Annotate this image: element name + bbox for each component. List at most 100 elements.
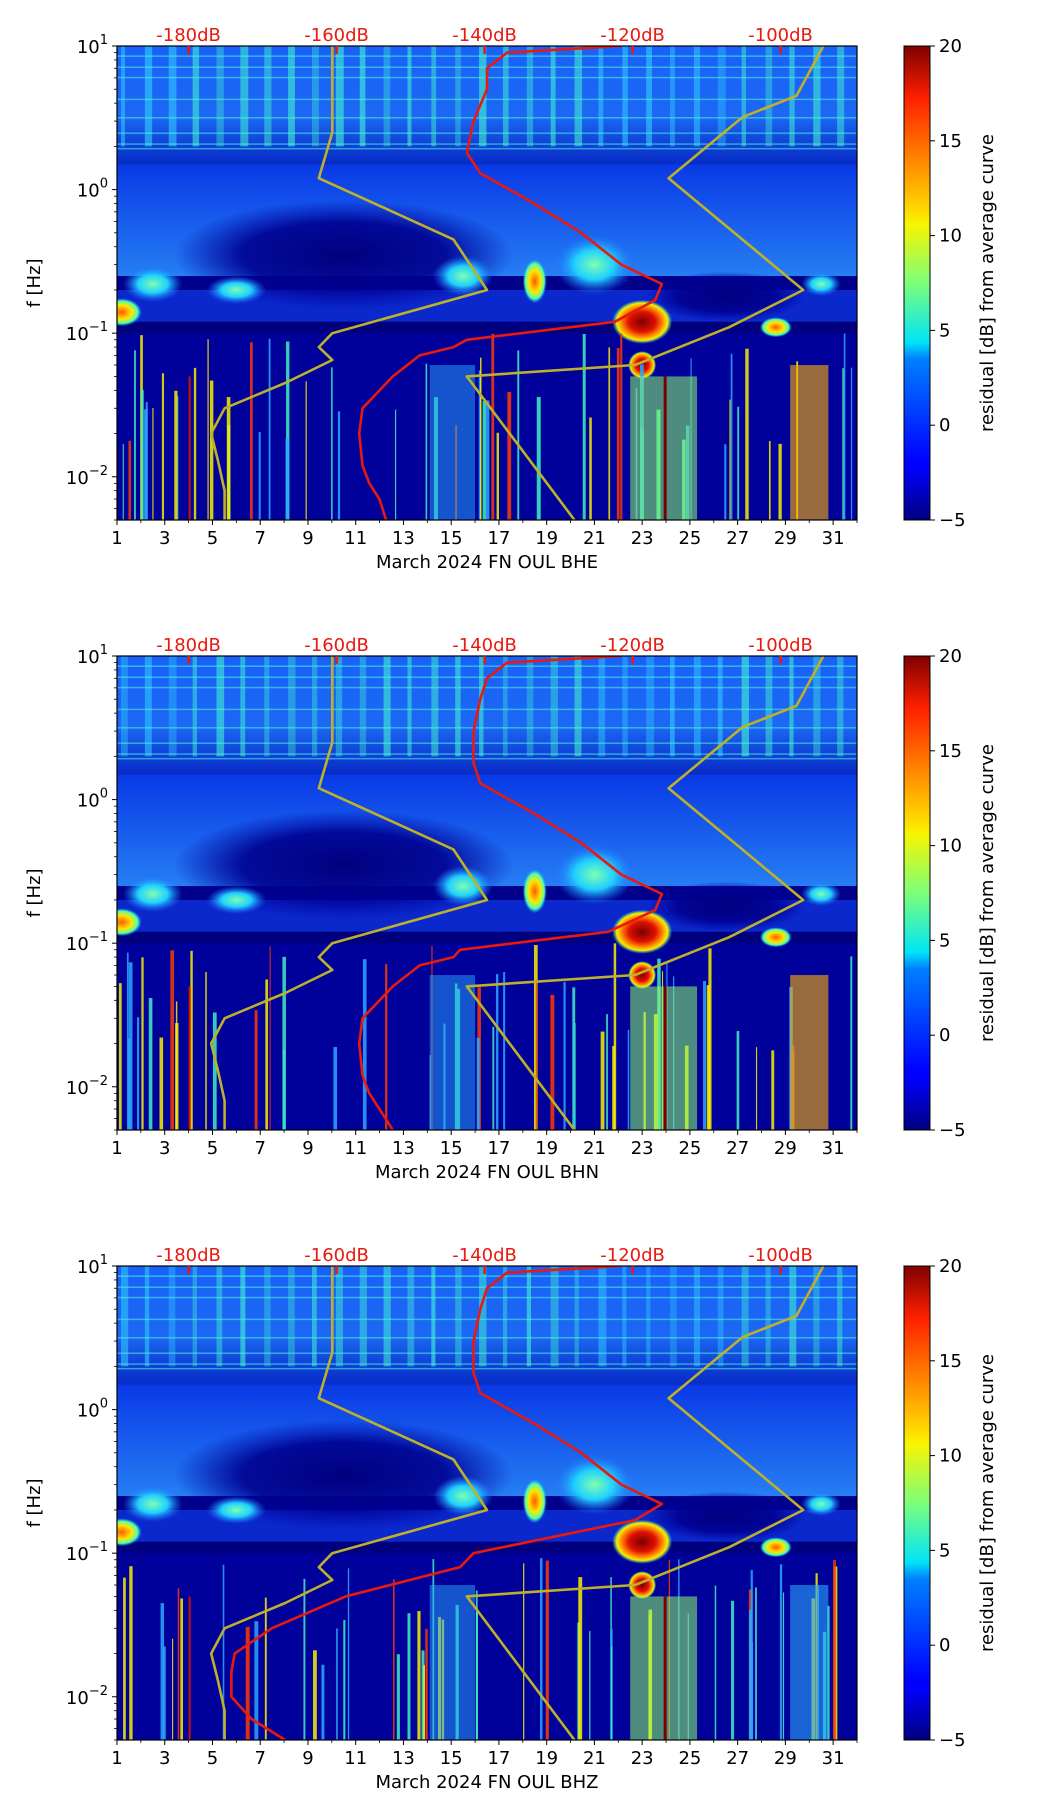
x-tick-label: 21: [583, 528, 606, 549]
y-tick-label: 100: [77, 787, 108, 812]
nlnm-curve: [209, 656, 489, 1130]
plot-frame: [116, 655, 858, 1131]
colorbar-tick-label: 0: [939, 1025, 950, 1046]
x-tick-label: 5: [207, 1138, 218, 1159]
db-axis-label: -100dB: [748, 1245, 813, 1266]
x-tick-label: 31: [822, 1138, 845, 1159]
x-axis-label: March 2024 FN OUL BHN: [375, 1162, 599, 1183]
x-tick-label: 7: [254, 528, 265, 549]
db-axis-label: -120dB: [600, 1245, 665, 1266]
x-tick-label: 11: [344, 1748, 367, 1769]
colorbar-tick-label: 0: [939, 1635, 950, 1656]
y-tick-label: 10−1: [66, 1540, 108, 1565]
x-tick-label: 17: [487, 1748, 510, 1769]
x-tick-label: 17: [487, 528, 510, 549]
colorbar-tick-label: 20: [939, 646, 962, 667]
nlnm-curve: [209, 1266, 489, 1740]
y-tick-label: 100: [77, 177, 108, 202]
y-axis-label: f [Hz]: [24, 258, 45, 307]
db-axis-label: -140dB: [452, 25, 517, 46]
y-tick-label: 10−2: [66, 1074, 108, 1099]
colorbar-tick-label: 15: [939, 131, 962, 152]
x-tick-label: 25: [678, 528, 701, 549]
y-tick-label: 10−2: [66, 464, 108, 489]
x-tick-label: 5: [207, 1748, 218, 1769]
colorbar-tick-label: 20: [939, 36, 962, 57]
colorbar: [903, 655, 931, 1131]
colorbar-tick-label: 10: [939, 836, 962, 857]
colorbar-tick-label: −5: [939, 1730, 966, 1751]
x-tick-label: 3: [159, 528, 170, 549]
x-tick-label: 31: [822, 528, 845, 549]
y-tick-label: 101: [77, 1253, 108, 1278]
colorbar-tick-label: 15: [939, 741, 962, 762]
plot-frame: [116, 45, 858, 521]
db-axis-label: -120dB: [600, 25, 665, 46]
nhnm-curve: [465, 656, 825, 1130]
y-tick-label: 101: [77, 33, 108, 58]
average-psd-curve: [357, 656, 664, 1130]
x-tick-label: 19: [535, 1138, 558, 1159]
colorbar-label: residual [dB] from average curve: [977, 134, 998, 432]
colorbar-tick-label: 15: [939, 1351, 962, 1372]
colorbar-label: residual [dB] from average curve: [977, 1354, 998, 1652]
x-tick-label: 19: [535, 1748, 558, 1769]
x-tick-label: 13: [392, 1138, 415, 1159]
db-axis-label: -140dB: [452, 635, 517, 656]
colorbar-tick-label: 10: [939, 1446, 962, 1467]
colorbar-label: residual [dB] from average curve: [977, 744, 998, 1042]
average-psd-curve: [230, 1266, 664, 1740]
x-tick-label: 9: [302, 1138, 313, 1159]
x-tick-label: 25: [678, 1138, 701, 1159]
x-tick-label: 19: [535, 528, 558, 549]
db-axis-label: -140dB: [452, 1245, 517, 1266]
y-tick-label: 10−1: [66, 320, 108, 345]
db-axis-label: -160dB: [304, 635, 369, 656]
x-tick-label: 25: [678, 1748, 701, 1769]
x-axis-label: March 2024 FN OUL BHE: [376, 552, 598, 573]
colorbar-tick-label: −5: [939, 1120, 966, 1141]
x-tick-label: 23: [631, 528, 654, 549]
x-tick-label: 29: [774, 528, 797, 549]
x-tick-label: 9: [302, 1748, 313, 1769]
db-axis-label: -160dB: [304, 25, 369, 46]
x-tick-label: 1: [111, 528, 122, 549]
y-axis-label: f [Hz]: [24, 868, 45, 917]
x-tick-label: 15: [440, 1138, 463, 1159]
x-tick-label: 31: [822, 1748, 845, 1769]
y-tick-label: 101: [77, 643, 108, 668]
colorbar-tick-label: 10: [939, 226, 962, 247]
x-tick-label: 23: [631, 1138, 654, 1159]
x-tick-label: 27: [726, 1748, 749, 1769]
x-tick-label: 15: [440, 1748, 463, 1769]
db-axis-label: -100dB: [748, 25, 813, 46]
db-axis-label: -120dB: [600, 635, 665, 656]
spectrogram-image: [117, 46, 857, 520]
nlnm-curve: [209, 46, 489, 520]
average-psd-curve: [357, 46, 664, 520]
x-tick-label: 9: [302, 528, 313, 549]
db-axis-label: -160dB: [304, 1245, 369, 1266]
colorbar-tick-label: 5: [939, 320, 950, 341]
y-tick-label: 100: [77, 1397, 108, 1422]
y-tick-label: 10−2: [66, 1684, 108, 1709]
db-axis-label: -100dB: [748, 635, 813, 656]
x-tick-label: 5: [207, 528, 218, 549]
x-tick-label: 7: [254, 1138, 265, 1159]
nhnm-curve: [465, 1266, 825, 1740]
plot-frame: [116, 1265, 858, 1741]
x-tick-label: 29: [774, 1748, 797, 1769]
x-tick-label: 27: [726, 1138, 749, 1159]
x-tick-label: 3: [159, 1138, 170, 1159]
colorbar: [903, 45, 931, 521]
x-tick-label: 15: [440, 528, 463, 549]
colorbar-tick-label: 5: [939, 930, 950, 951]
x-tick-label: 7: [254, 1748, 265, 1769]
x-tick-label: 23: [631, 1748, 654, 1769]
colorbar-tick-label: −5: [939, 510, 966, 531]
x-tick-label: 13: [392, 528, 415, 549]
x-tick-label: 29: [774, 1138, 797, 1159]
